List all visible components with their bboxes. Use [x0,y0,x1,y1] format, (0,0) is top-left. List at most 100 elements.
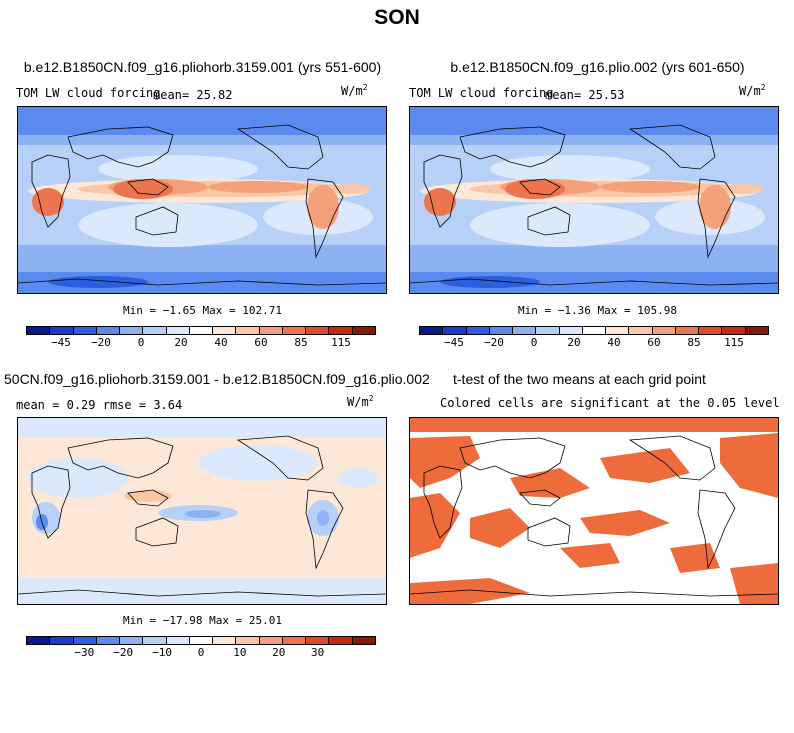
panel4-title: t-test of the two means at each grid poi… [453,371,706,387]
ticks1-label: 40 [214,336,228,349]
cbar3-swatch [73,637,97,644]
panel2-subtropic-north [490,155,650,183]
cbar2-swatch [559,327,583,334]
cbar2-swatch [513,327,537,334]
panel3-minmax: Min = −17.98 Max = 25.01 [123,614,282,627]
panel4-sig-nw [410,436,480,488]
ticks2-label: 40 [607,336,621,349]
panel1-antarctica-coast [18,278,386,286]
cbar2-swatch [722,327,746,334]
panel4-subtitle: Colored cells are significant at the 0.0… [440,396,780,410]
cbar2-swatch [420,327,444,334]
panel1-africa [32,188,64,216]
ticks1-label: 0 [137,336,145,349]
panel3-maritime-pos [124,490,172,502]
panel3-samerica-coast [305,489,344,570]
cbar3-swatch [143,637,167,644]
ticks2-label: −45 [444,336,464,349]
cbar2-swatch [699,327,723,334]
cbar3-swatch [166,637,190,644]
panel3-atlantic-neg [338,468,378,488]
ticks2-label: −20 [484,336,504,349]
panel4-australia-coast [527,517,571,547]
panel3-pacific-neg [198,445,318,481]
panel2-africa-coast [423,154,463,228]
panel2-warmpool-b [600,181,700,193]
panel4-eurasia-coast [459,437,566,479]
cbar3-swatch [120,637,144,644]
cbar2-swatch [652,327,676,334]
panel3-eurasia-neg [28,458,128,498]
ticks3-label: 10 [233,646,247,659]
panel1-variable: TOM LW cloud forcing [16,86,161,100]
cbar3-swatch [236,637,260,644]
panel1-so-min [48,276,148,288]
cbar1-swatch [166,327,190,334]
panel3-title: 50CN.f09_g16.pliohorb.3159.001 - b.e12.B… [4,371,430,387]
panel2-so-min [440,276,540,288]
panel1-arctic [18,107,386,135]
figure-title: SON [374,6,420,29]
panel3-mean-label: mean = [16,398,60,412]
ticks3-label: 30 [311,646,325,659]
cbar1-swatch [282,327,307,334]
panel2-antarctica-coast [410,278,778,286]
panel2-colorbar [419,326,769,335]
panel3-coastlines [18,435,386,597]
panel3-colorbar [26,636,376,645]
panel2-indonesia-coast [519,178,561,196]
panel1-mean-label: mean= [153,88,190,102]
cbar1-swatch [352,327,375,334]
panel2-arctic [410,107,778,135]
panel2-africa [424,188,456,216]
panel1-warmpool-b [208,181,308,193]
panel2-units: W/m2 [739,83,766,98]
panel2-mean-label: mean= [545,88,582,102]
panel3-map-svg [18,418,386,604]
panel3-eurasia-coast [67,437,174,479]
cbar1-swatch [259,327,283,334]
ticks2-label: 85 [687,336,701,349]
panel4-sig-indian [470,508,530,548]
panel2-amazon [699,185,731,229]
panel4-africa-coast [423,465,463,539]
ticks3-label: −30 [74,646,95,659]
panel1-subtropic-south [78,203,258,247]
panel4-antarctica-coast [410,589,778,597]
panel1-eurasia-coast [67,126,174,168]
panel3-stats: mean = 0.29 rmse = 3.64 [16,398,182,412]
panel3-indonesia-coast [127,489,169,507]
cbar3-swatch [329,637,353,644]
panel1-title: b.e12.B1850CN.f09_g16.pliohorb.3159.001 … [23,59,382,75]
cbar1-swatch [213,327,237,334]
panel4-indonesia-coast [519,489,561,507]
panel4-map-svg [410,418,778,604]
cbar2-swatch [466,327,490,334]
cbar2-swatch [443,327,467,334]
panel2-maritime [505,179,565,199]
panel4-map [409,417,779,605]
panel3-map [17,417,387,605]
panel4-sig-atlantic [720,433,778,498]
panel2-atlantic-itcz [727,184,763,194]
ticks2-label: 20 [567,336,581,349]
panel1-maritime [113,179,173,199]
cbar1-swatch [120,327,144,334]
cbar3-swatch [259,637,283,644]
cbar2-swatch [582,327,607,334]
cbar3-swatch [213,637,237,644]
cbar3-swatch [352,637,375,644]
ticks1-label: 115 [331,336,351,349]
panel2-map [409,106,779,294]
ticks1-label: −45 [51,336,71,349]
ticks3-label: 0 [197,646,205,659]
panel4-coastlines [410,435,778,597]
panel3-mean-value: 0.29 [66,398,96,412]
panel3-australia-coast [135,517,179,547]
panel1-indonesia-coast [127,178,169,196]
ticks2-label: 0 [530,336,538,349]
panel3-rmse-label: rmse = [102,398,147,412]
cbar2-swatch [606,327,630,334]
panel3-southern [18,578,386,604]
panel4-sig-arctic [410,418,778,432]
